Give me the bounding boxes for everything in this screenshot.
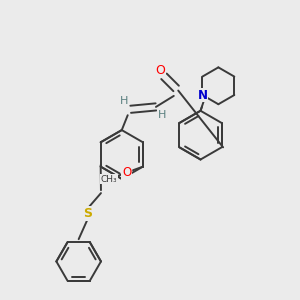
Text: O: O xyxy=(122,166,131,179)
Text: H: H xyxy=(158,110,167,120)
Text: S: S xyxy=(83,207,92,220)
Text: O: O xyxy=(155,64,165,77)
Text: CH₃: CH₃ xyxy=(100,175,117,184)
Text: N: N xyxy=(197,88,207,101)
Text: H: H xyxy=(120,96,128,106)
